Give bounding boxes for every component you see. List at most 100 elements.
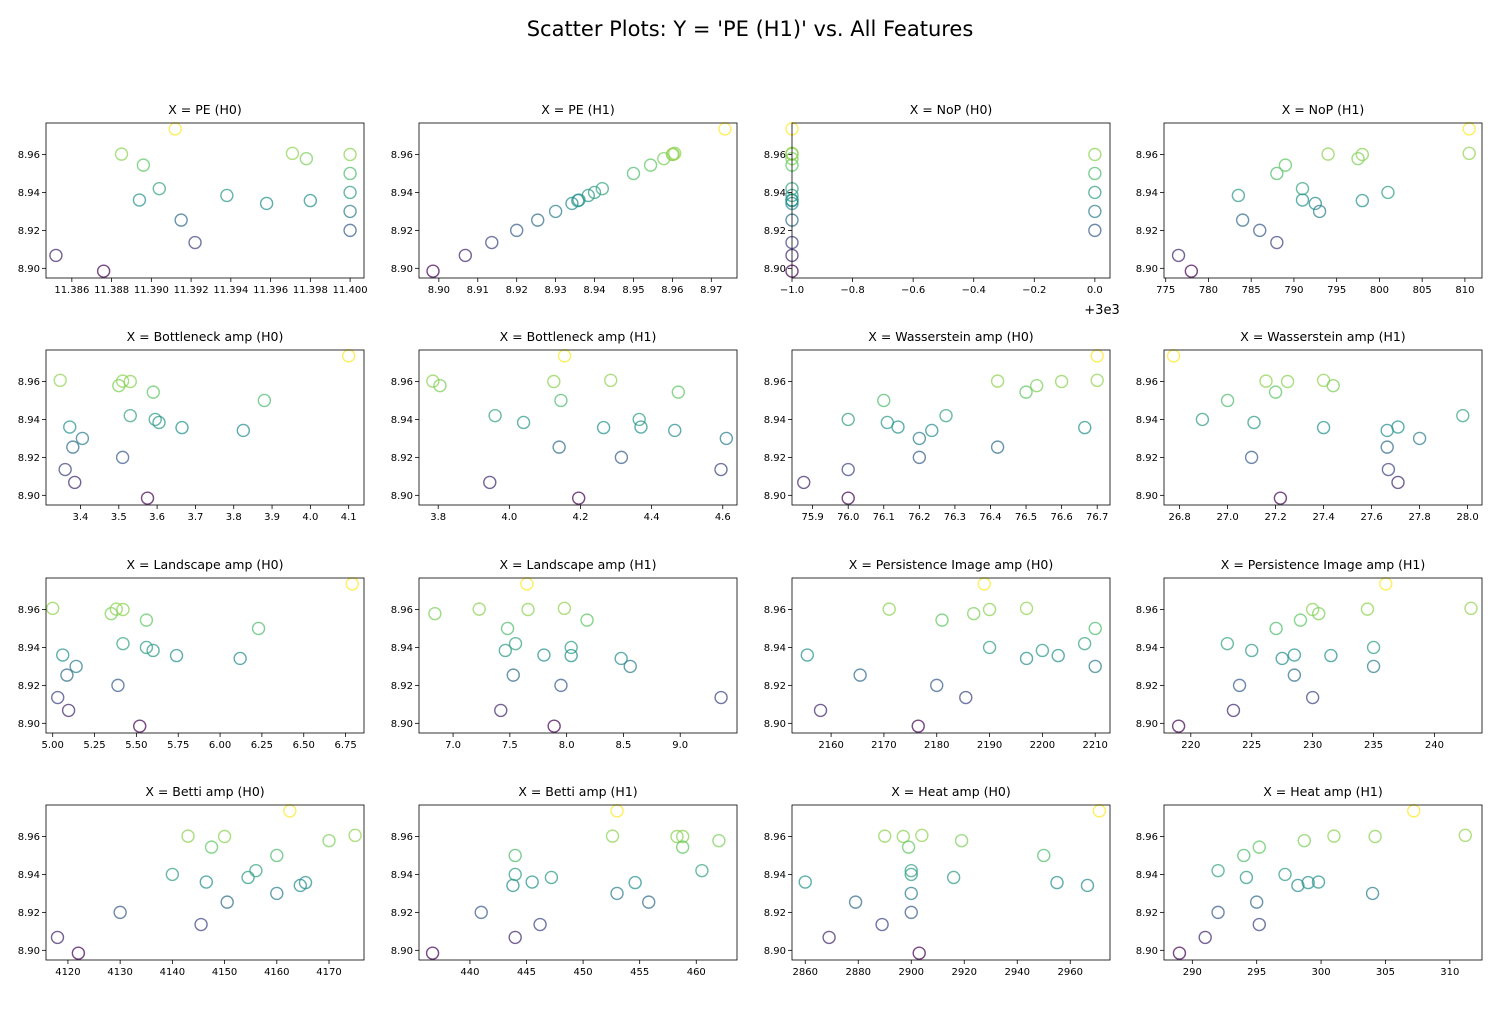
x-tick-label: 6.25 — [251, 740, 273, 751]
x-tick-label: 4160 — [264, 967, 289, 978]
data-point — [912, 450, 927, 465]
x-tick-label: 295 — [1247, 967, 1266, 978]
data-point — [671, 385, 686, 399]
x-tick-label: 310 — [1440, 967, 1459, 978]
x-tick-label: 775 — [1156, 285, 1175, 296]
data-point — [1237, 848, 1251, 863]
x-tick-label: 8.92 — [506, 285, 528, 296]
data-point — [557, 349, 572, 363]
x-tick-label: 2170 — [871, 740, 896, 751]
data-point — [544, 870, 559, 885]
data-point — [1184, 264, 1199, 278]
data-point — [1287, 648, 1302, 662]
subplot-title: X = Betti amp (H1) — [518, 784, 637, 799]
y-tick-label: 8.94 — [391, 188, 413, 199]
y-tick-label: 8.94 — [1136, 188, 1158, 199]
data-point — [604, 373, 618, 388]
data-point — [848, 895, 863, 909]
x-tick-label: 8.96 — [661, 285, 683, 296]
data-point — [1050, 875, 1064, 890]
y-tick-label: 8.90 — [18, 264, 40, 275]
data-point — [1351, 151, 1365, 166]
y-tick-label: 8.90 — [18, 946, 40, 957]
data-point — [554, 678, 568, 693]
data-point — [112, 378, 126, 393]
x-tick-label: 3.4 — [73, 512, 89, 523]
x-tick-label: 2190 — [977, 740, 1002, 751]
subplot: X = Betti amp (H1) 8.90 8.92 8.94 8.96 440 445… — [391, 784, 738, 978]
subplot-title: X = PE (H1) — [541, 102, 615, 117]
y-tick-label: 8.92 — [764, 226, 786, 237]
y-tick-label: 8.92 — [391, 908, 413, 919]
data-point — [1253, 223, 1267, 238]
axes-frame — [1163, 577, 1483, 734]
subplot: X = Landscape amp (H1) 8.90 8.92 8.94 8.96 7.… — [391, 557, 738, 751]
subplot-title: X = Betti amp (H0) — [145, 784, 264, 799]
x-tick-label: 11.394 — [213, 285, 248, 296]
data-point — [114, 147, 129, 161]
axes-frame — [45, 349, 365, 506]
x-tick-label: 305 — [1376, 967, 1395, 978]
data-point — [1291, 878, 1305, 893]
data-point — [1380, 440, 1394, 454]
y-tick-label: 8.92 — [18, 681, 40, 692]
data-point — [1088, 147, 1102, 162]
data-point — [1235, 213, 1250, 227]
data-point — [1166, 349, 1181, 363]
x-tick-label: 2900 — [899, 967, 924, 978]
data-point — [111, 678, 125, 693]
x-tick-label: 8.97 — [700, 285, 722, 296]
y-tick-label: 8.96 — [18, 605, 40, 616]
data-point — [472, 602, 486, 616]
subplot-title: X = NoP (H0) — [910, 102, 993, 117]
x-tick-label: 76.2 — [908, 512, 930, 523]
data-point — [285, 146, 300, 161]
data-point — [596, 420, 611, 435]
y-tick-label: 8.94 — [391, 643, 413, 654]
subplot: X = Betti amp (H0) 8.90 8.92 8.94 8.96 4120 41… — [18, 784, 365, 978]
data-point — [298, 875, 313, 890]
data-point — [904, 905, 918, 920]
data-point — [605, 829, 620, 843]
data-point — [878, 829, 892, 843]
data-point — [61, 703, 76, 718]
data-point — [1355, 193, 1370, 208]
data-point — [572, 491, 586, 505]
data-point — [904, 886, 918, 901]
data-point — [426, 264, 440, 278]
y-tick-label: 8.96 — [18, 377, 40, 388]
axes-frame — [1163, 349, 1483, 506]
data-point — [1366, 640, 1381, 655]
data-point — [1295, 193, 1310, 207]
data-point — [1088, 204, 1102, 219]
data-point — [695, 863, 709, 878]
subplot-title: X = Landscape amp (H0) — [127, 557, 284, 572]
data-point — [547, 719, 561, 733]
y-tick-label: 8.92 — [18, 226, 40, 237]
y-tick-label: 8.90 — [1136, 264, 1158, 275]
x-tick-label: −0.8 — [840, 285, 864, 296]
data-point — [322, 833, 336, 848]
x-tick-label: 2200 — [1030, 740, 1055, 751]
data-point — [123, 408, 137, 423]
data-point — [1090, 349, 1104, 363]
data-point — [614, 450, 629, 465]
y-tick-label: 8.90 — [1136, 946, 1158, 957]
y-tick-label: 8.94 — [18, 643, 40, 654]
y-tick-label: 8.90 — [1136, 719, 1158, 730]
data-point — [675, 829, 690, 844]
subplot-title: X = Persistence Image amp (H0) — [849, 557, 1053, 572]
data-point — [1326, 378, 1340, 393]
y-tick-label: 8.94 — [18, 415, 40, 426]
data-point — [1360, 602, 1375, 616]
data-point — [139, 640, 154, 655]
x-tick-label: 4.4 — [644, 512, 660, 523]
data-point — [623, 659, 637, 674]
data-point — [1381, 462, 1396, 477]
data-point — [104, 606, 118, 621]
data-point — [1308, 196, 1323, 211]
data-point — [1278, 158, 1293, 172]
data-point — [564, 640, 578, 655]
x-tick-label: 76.7 — [1086, 512, 1108, 523]
x-tick-label: 6.50 — [293, 740, 315, 751]
